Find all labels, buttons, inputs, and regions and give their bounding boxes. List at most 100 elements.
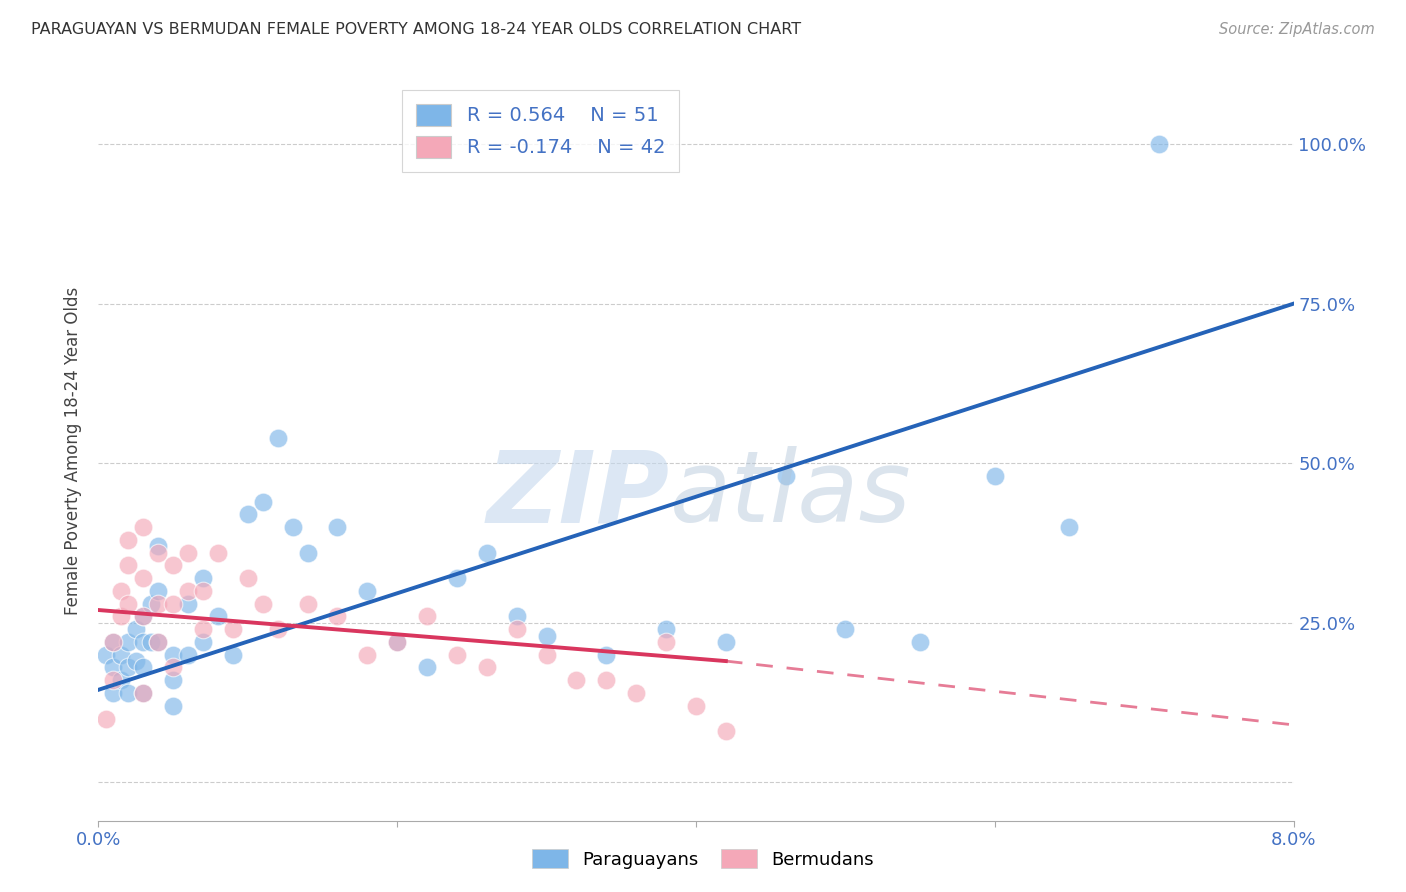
- Point: [132, 609, 155, 624]
- Point: [834, 622, 856, 636]
- Point: [110, 583, 132, 598]
- Point: [110, 609, 132, 624]
- Point: [416, 660, 439, 674]
- Point: [655, 622, 678, 636]
- Point: [385, 635, 409, 649]
- Point: [162, 660, 184, 674]
- Point: [162, 673, 184, 688]
- Point: [162, 698, 184, 713]
- Point: [236, 571, 259, 585]
- Point: [356, 583, 378, 598]
- Point: [162, 648, 184, 662]
- Legend: Paraguayans, Bermudans: Paraguayans, Bermudans: [524, 841, 882, 876]
- Point: [103, 635, 125, 649]
- Point: [148, 635, 170, 649]
- Y-axis label: Female Poverty Among 18-24 Year Olds: Female Poverty Among 18-24 Year Olds: [65, 286, 83, 615]
- Point: [775, 469, 797, 483]
- Point: [536, 629, 558, 643]
- Point: [252, 494, 274, 508]
- Text: atlas: atlas: [669, 446, 911, 543]
- Point: [326, 520, 349, 534]
- Point: [191, 571, 214, 585]
- Point: [446, 571, 468, 585]
- Point: [475, 660, 498, 674]
- Point: [117, 635, 139, 649]
- Point: [1147, 137, 1170, 152]
- Point: [132, 571, 155, 585]
- Legend: R = 0.564    N = 51, R = -0.174    N = 42: R = 0.564 N = 51, R = -0.174 N = 42: [402, 90, 679, 172]
- Point: [117, 686, 139, 700]
- Point: [416, 609, 439, 624]
- Point: [714, 635, 737, 649]
- Point: [103, 673, 125, 688]
- Point: [132, 609, 155, 624]
- Point: [94, 712, 117, 726]
- Point: [125, 622, 148, 636]
- Point: [908, 635, 931, 649]
- Point: [132, 520, 155, 534]
- Text: PARAGUAYAN VS BERMUDAN FEMALE POVERTY AMONG 18-24 YEAR OLDS CORRELATION CHART: PARAGUAYAN VS BERMUDAN FEMALE POVERTY AM…: [31, 22, 801, 37]
- Point: [117, 533, 139, 547]
- Point: [103, 660, 125, 674]
- Point: [132, 686, 155, 700]
- Point: [191, 635, 214, 649]
- Text: Source: ZipAtlas.com: Source: ZipAtlas.com: [1219, 22, 1375, 37]
- Point: [117, 660, 139, 674]
- Point: [191, 622, 214, 636]
- Point: [148, 635, 170, 649]
- Point: [177, 583, 200, 598]
- Point: [356, 648, 378, 662]
- Point: [1059, 520, 1081, 534]
- Point: [110, 648, 132, 662]
- Point: [506, 609, 529, 624]
- Point: [110, 673, 132, 688]
- Point: [139, 597, 162, 611]
- Point: [385, 635, 409, 649]
- Point: [267, 431, 290, 445]
- Point: [655, 635, 678, 649]
- Point: [177, 545, 200, 559]
- Point: [132, 635, 155, 649]
- Point: [139, 635, 162, 649]
- Point: [162, 558, 184, 573]
- Point: [506, 622, 529, 636]
- Point: [595, 648, 617, 662]
- Point: [475, 545, 498, 559]
- Point: [565, 673, 588, 688]
- Point: [207, 609, 229, 624]
- Point: [984, 469, 1007, 483]
- Point: [281, 520, 304, 534]
- Point: [117, 597, 139, 611]
- Point: [191, 583, 214, 598]
- Point: [132, 660, 155, 674]
- Point: [148, 545, 170, 559]
- Point: [132, 686, 155, 700]
- Point: [162, 597, 184, 611]
- Point: [297, 597, 319, 611]
- Point: [207, 545, 229, 559]
- Point: [446, 648, 468, 662]
- Point: [94, 648, 117, 662]
- Text: ZIP: ZIP: [486, 446, 669, 543]
- Point: [177, 597, 200, 611]
- Point: [536, 648, 558, 662]
- Point: [267, 622, 290, 636]
- Point: [222, 622, 245, 636]
- Point: [252, 597, 274, 611]
- Point: [685, 698, 707, 713]
- Point: [148, 583, 170, 598]
- Point: [148, 597, 170, 611]
- Point: [117, 558, 139, 573]
- Point: [626, 686, 648, 700]
- Point: [103, 635, 125, 649]
- Point: [714, 724, 737, 739]
- Point: [125, 654, 148, 668]
- Point: [326, 609, 349, 624]
- Point: [103, 686, 125, 700]
- Point: [222, 648, 245, 662]
- Point: [148, 539, 170, 553]
- Point: [297, 545, 319, 559]
- Point: [236, 508, 259, 522]
- Point: [595, 673, 617, 688]
- Point: [177, 648, 200, 662]
